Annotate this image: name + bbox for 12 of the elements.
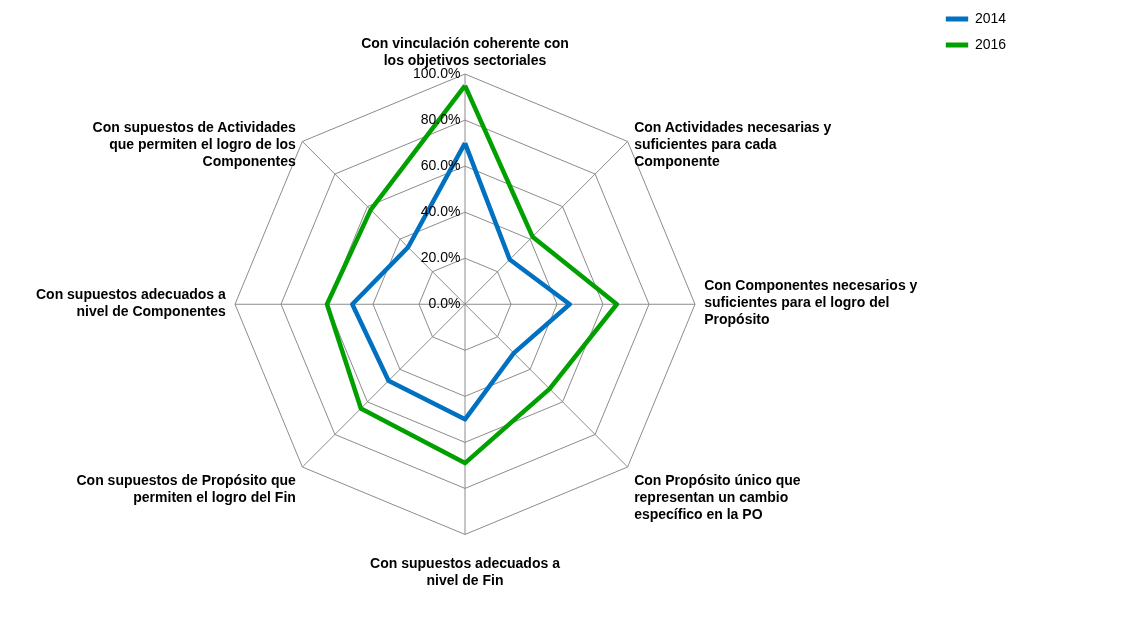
spoke-label: Con supuestos adecuados a nivel de Fin <box>370 555 561 589</box>
spoke-label: Con Propósito único que representan un cambio específico en la PO <box>634 471 801 522</box>
y-tick-label: 0.0% <box>428 295 461 312</box>
spoke-label: Con supuestos de Actividades que permiten el logro de los Componentes <box>92 118 297 169</box>
y-tick-label: 20.0% <box>420 249 461 266</box>
spoke-label: Con vinculación coherente con los objetivos sectoriales <box>361 35 569 69</box>
spoke-label: Con supuestos de Propósito que permiten el logro del Fin <box>76 471 297 505</box>
spoke-label: Con Componentes necesarios y suficientes para el logro del Propósito <box>704 276 918 327</box>
legend-label: 2016 <box>975 36 1007 52</box>
spoke-label: Con supuestos adecuados a nivel de Componentes <box>35 286 227 320</box>
legend-label: 2014 <box>975 10 1007 26</box>
spoke-label: Con Actividades necesarias y suficientes para cada Componente <box>634 118 832 169</box>
